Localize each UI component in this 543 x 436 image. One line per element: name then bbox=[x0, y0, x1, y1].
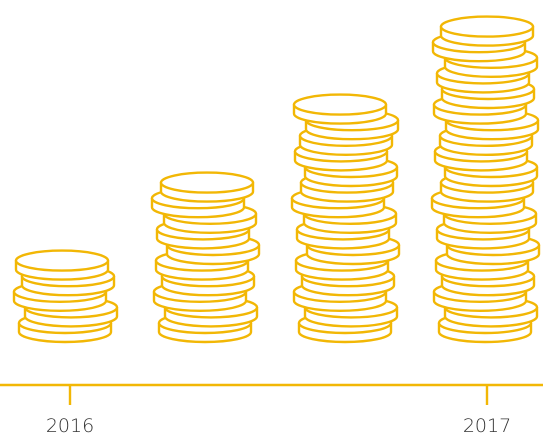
axis-label: 2017 bbox=[463, 415, 511, 436]
coin-top bbox=[441, 17, 533, 37]
illustration: 2016 2017 bbox=[0, 0, 543, 436]
coin-stacks bbox=[14, 17, 539, 342]
coin-top bbox=[16, 251, 108, 271]
coin-top bbox=[161, 173, 253, 193]
coin-top bbox=[294, 95, 386, 115]
axis-label: 2016 bbox=[46, 415, 94, 436]
